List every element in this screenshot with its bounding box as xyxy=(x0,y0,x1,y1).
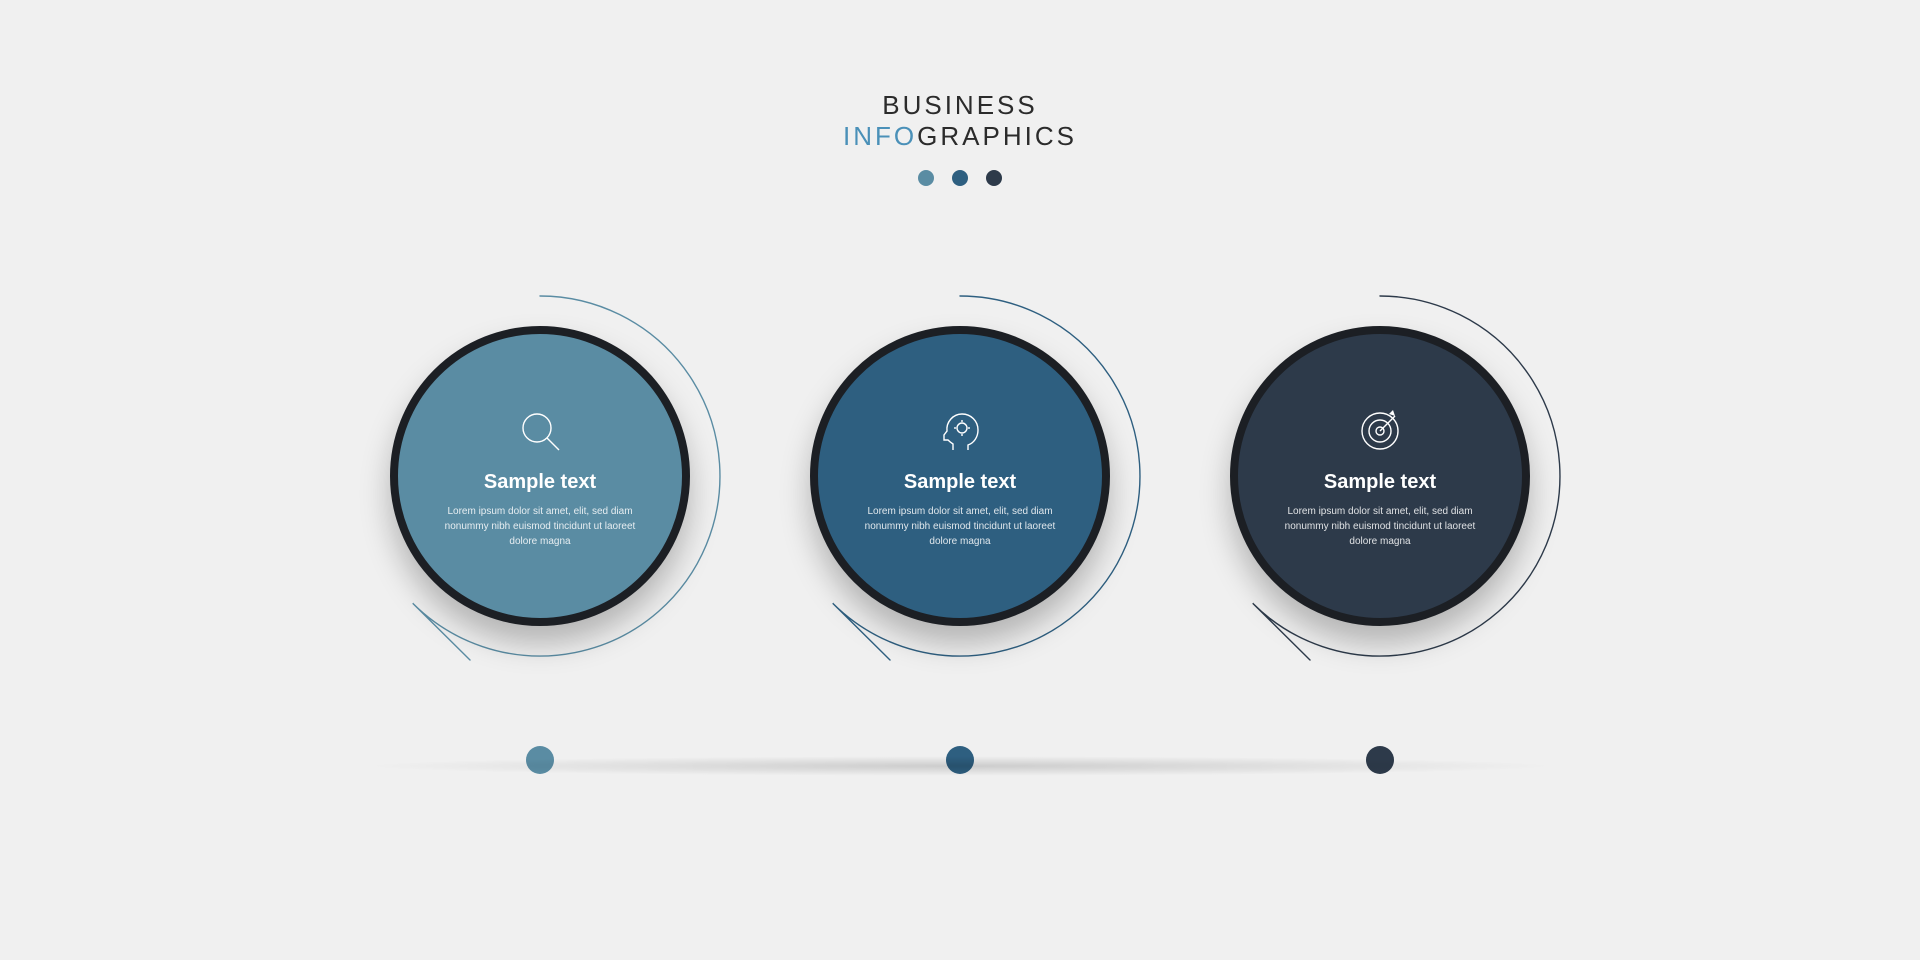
floor-shadow xyxy=(360,756,1560,776)
header-dot-3 xyxy=(986,170,1002,186)
infographic-stage: Sample text Lorem ipsum dolor sit amet, … xyxy=(260,216,1660,776)
step-1: Sample text Lorem ipsum dolor sit amet, … xyxy=(340,276,740,676)
step-3: Sample text Lorem ipsum dolor sit amet, … xyxy=(1180,276,1580,676)
header-dot-2 xyxy=(952,170,968,186)
step-3-body: Lorem ipsum dolor sit amet, elit, sed di… xyxy=(1280,504,1480,549)
title-accent-word: INFO xyxy=(843,121,917,151)
step-2: Sample text Lorem ipsum dolor sit amet, … xyxy=(760,276,1160,676)
title-line-1: BUSINESS xyxy=(843,90,1077,121)
header-dots xyxy=(918,170,1002,186)
step-2-body: Lorem ipsum dolor sit amet, elit, sed di… xyxy=(860,504,1060,549)
title-line-2: INFOGRAPHICS xyxy=(843,121,1077,152)
step-2-circle: Sample text Lorem ipsum dolor sit amet, … xyxy=(810,326,1110,626)
header-dot-1 xyxy=(918,170,934,186)
step-1-body: Lorem ipsum dolor sit amet, elit, sed di… xyxy=(440,504,640,549)
title-rest-word: GRAPHICS xyxy=(917,121,1077,151)
step-3-circle: Sample text Lorem ipsum dolor sit amet, … xyxy=(1230,326,1530,626)
magnifier-icon xyxy=(515,403,565,459)
head-gear-icon xyxy=(935,403,985,459)
step-2-title: Sample text xyxy=(904,471,1016,494)
step-1-circle: Sample text Lorem ipsum dolor sit amet, … xyxy=(390,326,690,626)
title-block: BUSINESS INFOGRAPHICS xyxy=(843,90,1077,152)
target-icon xyxy=(1355,403,1405,459)
step-1-title: Sample text xyxy=(484,471,596,494)
step-3-title: Sample text xyxy=(1324,471,1436,494)
